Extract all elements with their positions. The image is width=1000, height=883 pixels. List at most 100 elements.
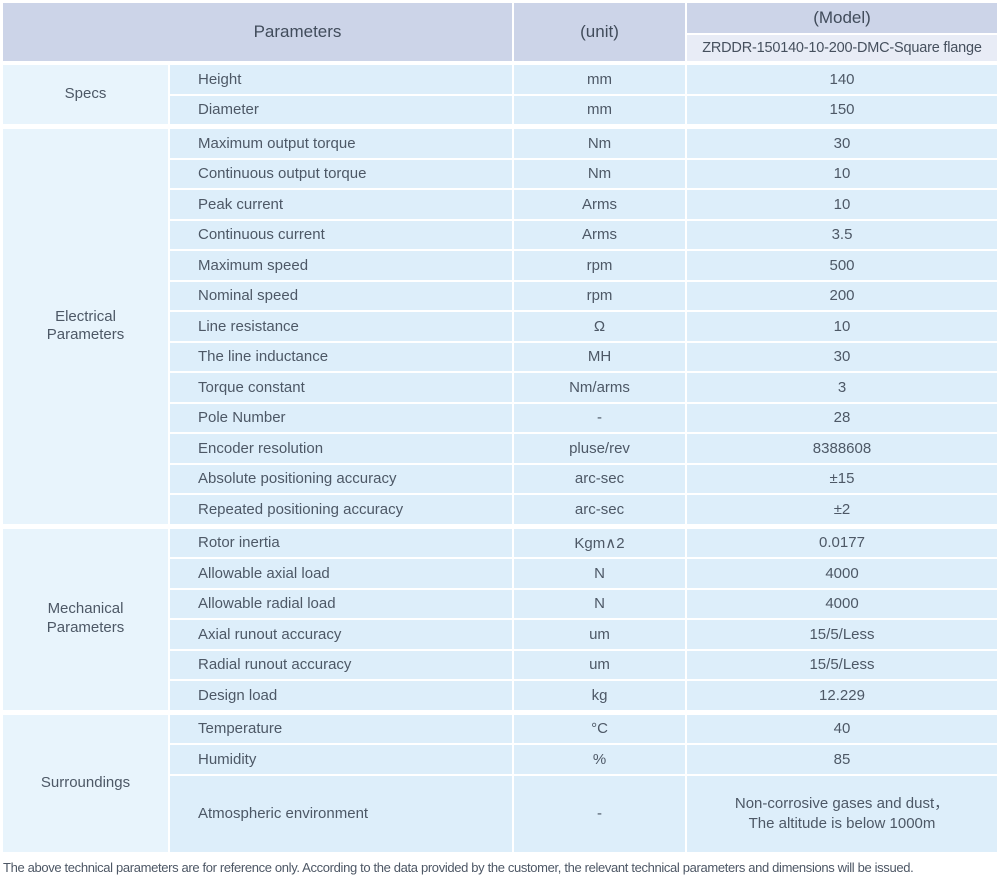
unit-value-cell: arc-sec <box>514 464 685 493</box>
table-row: Humidity% 85 <box>170 745 997 774</box>
unit-header-cell: (unit) <box>514 3 685 61</box>
table-row: Maximum speed rpm 500 <box>170 251 997 280</box>
table-header: Parameters (unit) (Model) ZRDDR-150140-1… <box>3 3 997 61</box>
model-value-cell: 140 <box>687 65 997 94</box>
table-row: Allowable axial load N 4000 <box>170 559 997 588</box>
parameter-cell: Radial runout accuracy <box>170 650 512 679</box>
table-row: Pole Number -28 <box>170 403 997 432</box>
unit-value-cell: rpm <box>514 251 685 280</box>
table-row: Rotor inertia Kgm∧2 0.0177 <box>170 528 997 557</box>
section-rows: Height mm 140 Diameter mm 150 <box>170 65 997 124</box>
section: Electrical Parameters Maximum output torq… <box>3 129 997 524</box>
parameter-cell: The line inductance <box>170 342 512 371</box>
table-row: Peak current Arms 10 <box>170 190 997 219</box>
table-row: Continuous current Arms 3.5 <box>170 220 997 249</box>
parameter-cell: Maximum output torque <box>170 129 512 158</box>
model-value-cell: 10 <box>687 159 997 188</box>
model-value-cell: 0.0177 <box>687 528 997 557</box>
model-value-cell: 85 <box>687 745 997 774</box>
model-value-cell: 30 <box>687 129 997 158</box>
model-name-cell: ZRDDR-150140-10-200-DMC-Square flange <box>687 35 997 61</box>
table-row: Axial runout accuracy um 15/5/Less <box>170 620 997 649</box>
model-value-cell: 200 <box>687 281 997 310</box>
parameter-cell: Encoder resolution <box>170 434 512 463</box>
parameter-cell: Temperature <box>170 714 512 743</box>
unit-value-cell: Nm <box>514 129 685 158</box>
parameter-cell: Peak current <box>170 190 512 219</box>
unit-value-cell: Arms <box>514 220 685 249</box>
table-row: Temperature °C 40 <box>170 714 997 743</box>
parameter-cell: Pole Number <box>170 403 512 432</box>
model-value-cell: 28 <box>687 403 997 432</box>
model-value-cell: 8388608 <box>687 434 997 463</box>
parameter-cell: Maximum speed <box>170 251 512 280</box>
unit-value-cell: % <box>514 745 685 774</box>
model-value-cell: 10 <box>687 312 997 341</box>
model-value-cell: 40 <box>687 714 997 743</box>
model-value-cell: 150 <box>687 95 997 124</box>
parameter-cell: Absolute positioning accuracy <box>170 464 512 493</box>
footer-note: The above technical parameters are for r… <box>3 859 914 875</box>
unit-value-cell: - <box>514 775 685 852</box>
unit-value-cell: um <box>514 620 685 649</box>
unit-value-cell: arc-sec <box>514 495 685 524</box>
table-row: Design load kg 12.229 <box>170 681 997 710</box>
parameter-cell: Allowable axial load <box>170 559 512 588</box>
section: Specs Height mm 140 Diameter mm 150 <box>3 65 997 124</box>
section: Surroundings Temperature °C 40 Humidity% 85 At… <box>3 714 997 852</box>
parameter-cell: Line resistance <box>170 312 512 341</box>
section-rows: Rotor inertia Kgm∧2 0.0177 Allowable axial … <box>170 528 997 710</box>
table-row: Absolute positioning accuracy arc-sec ±15 <box>170 464 997 493</box>
table-row: Torque constant Nm/arms 3 <box>170 373 997 402</box>
unit-value-cell: Ω <box>514 312 685 341</box>
table-row: Repeated positioning accuracy arc-sec ±2 <box>170 495 997 524</box>
parameter-cell: Atmospheric environment <box>170 775 512 852</box>
model-value-cell: ±15 <box>687 464 997 493</box>
table-row: Encoder resolution pluse/rev 8388608 <box>170 434 997 463</box>
unit-value-cell: °C <box>514 714 685 743</box>
parameter-cell: Height <box>170 65 512 94</box>
table-row: Line resistance Ω 10 <box>170 312 997 341</box>
table-row: Continuous output torque Nm 10 <box>170 159 997 188</box>
unit-value-cell: kg <box>514 681 685 710</box>
section-label: Specs <box>3 65 168 124</box>
model-value-cell: 30 <box>687 342 997 371</box>
table-row: Height mm 140 <box>170 65 997 94</box>
table-row: Radial runout accuracy um 15/5/Less <box>170 650 997 679</box>
parameter-cell: Humidity <box>170 745 512 774</box>
section-label: Electrical Parameters <box>3 129 168 524</box>
table-row: Diameter mm 150 <box>170 95 997 124</box>
unit-value-cell: Kgm∧2 <box>514 528 685 557</box>
model-value-cell: 3.5 <box>687 220 997 249</box>
section-label: Surroundings <box>3 714 168 852</box>
model-value-cell: 4000 <box>687 589 997 618</box>
unit-value-cell: Nm <box>514 159 685 188</box>
section-label: Mechanical Parameters <box>3 528 168 710</box>
model-value-cell: ±2 <box>687 495 997 524</box>
parameter-cell: Diameter <box>170 95 512 124</box>
parameter-cell: Repeated positioning accuracy <box>170 495 512 524</box>
spec-table: Parameters (unit) (Model) ZRDDR-150140-1… <box>3 3 997 852</box>
parameter-cell: Continuous output torque <box>170 159 512 188</box>
parameter-cell: Continuous current <box>170 220 512 249</box>
parameter-cell: Design load <box>170 681 512 710</box>
unit-value-cell: - <box>514 403 685 432</box>
unit-value-cell: mm <box>514 95 685 124</box>
unit-value-cell: Nm/arms <box>514 373 685 402</box>
unit-value-cell: um <box>514 650 685 679</box>
model-value-cell: 3 <box>687 373 997 402</box>
model-value-cell: 10 <box>687 190 997 219</box>
unit-value-cell: rpm <box>514 281 685 310</box>
model-value-cell: 4000 <box>687 559 997 588</box>
model-value-cell: 500 <box>687 251 997 280</box>
unit-value-cell: N <box>514 559 685 588</box>
model-value-cell: 15/5/Less <box>687 620 997 649</box>
table-body: Specs Height mm 140 Diameter mm 150 Electrical … <box>3 65 997 852</box>
parameter-cell: Allowable radial load <box>170 589 512 618</box>
model-value-cell: 15/5/Less <box>687 650 997 679</box>
unit-value-cell: N <box>514 589 685 618</box>
parameters-header-cell: Parameters <box>3 3 512 61</box>
table-row: The line inductance MH 30 <box>170 342 997 371</box>
parameter-cell: Axial runout accuracy <box>170 620 512 649</box>
